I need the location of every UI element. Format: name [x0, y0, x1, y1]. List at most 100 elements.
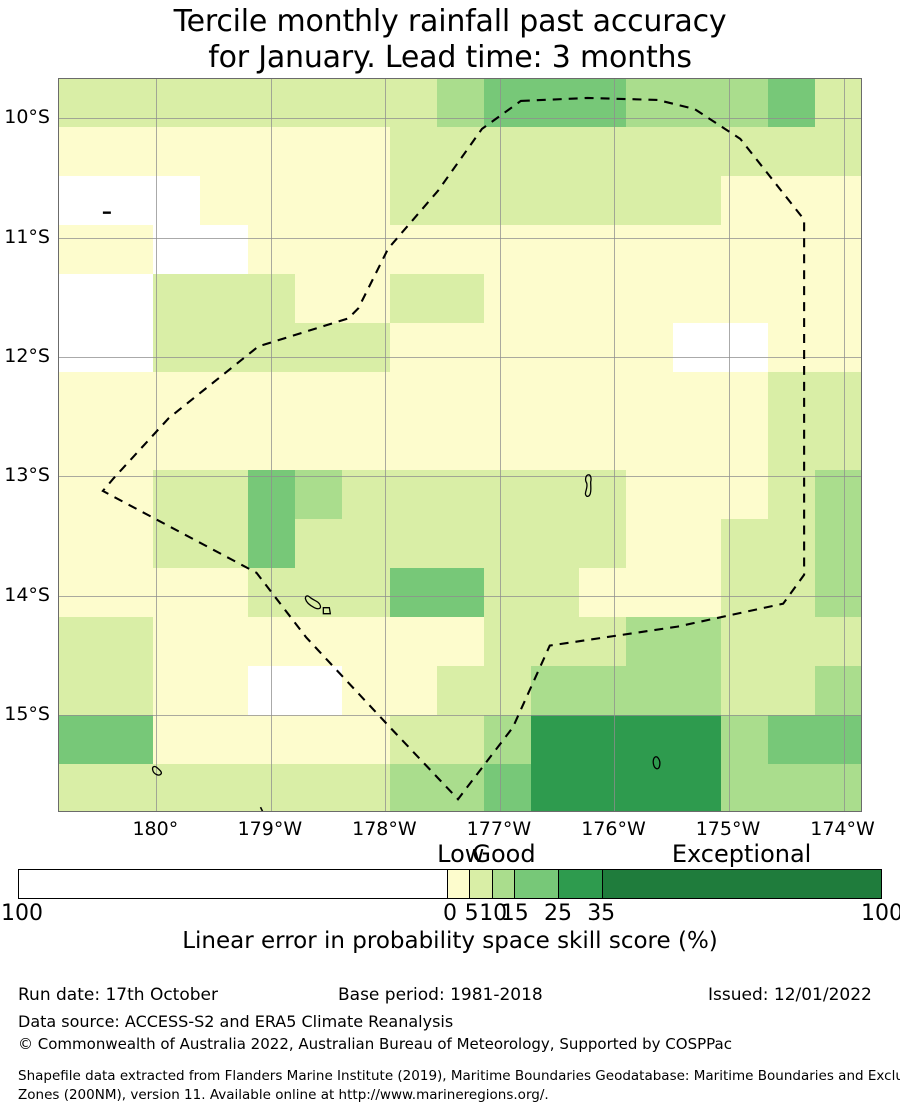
heatmap-cell: [531, 763, 580, 811]
heatmap-cell: [531, 714, 580, 765]
colorbar: [18, 869, 882, 899]
heatmap-cell: [578, 616, 628, 667]
heatmap-cell: [200, 421, 249, 471]
heatmap-cell: [200, 176, 249, 227]
heatmap-cell: [200, 714, 249, 765]
heatmap-cell: [294, 176, 344, 227]
shapefile-attribution-line-2: Zones (200NM), version 11. Available onl…: [18, 1087, 549, 1103]
heatmap-cell: [720, 372, 769, 423]
heatmap-cell: [578, 421, 628, 471]
heatmap-cell: [342, 225, 391, 276]
heatmap-cell: [105, 469, 155, 520]
heatmap-cell: [626, 79, 675, 129]
heatmap-cell: [389, 225, 438, 276]
heatmap-cell: [294, 225, 344, 276]
colorbar-category-exceptional: Exceptional: [671, 840, 812, 868]
heatmap-cell: [578, 469, 628, 520]
heatmap-cell: [247, 176, 296, 227]
heatmap-cell: [389, 616, 438, 667]
heatmap-cell: [200, 469, 249, 520]
heatmap-cell: [105, 616, 155, 667]
heatmap-cell: [294, 274, 344, 325]
heatmap-cell: [531, 323, 580, 374]
colorbar-tick-label: 25: [544, 901, 572, 926]
colorbar-category-low: Low: [437, 840, 485, 868]
heatmap-cell: [720, 225, 769, 276]
heatmap-cell: [342, 763, 391, 811]
heatmap-cell: [200, 567, 249, 618]
heatmap-cell: [436, 665, 486, 716]
heatmap-cell: [200, 323, 249, 374]
heatmap-cell: [105, 567, 155, 618]
heatmap-cell: [436, 567, 486, 618]
title-line-2: for January. Lead time: 3 months: [208, 40, 692, 75]
colorbar-category-labels: Low Good Exceptional: [0, 840, 900, 868]
x-axis-tick-label: 175°W: [695, 818, 761, 840]
heatmap-cell: [578, 79, 628, 129]
footer-row-meta: Run date: 17th October Base period: 1981…: [18, 985, 888, 1011]
heatmap-cell: [105, 518, 155, 569]
heatmap-cell: [294, 79, 344, 129]
heatmap-cell: [578, 714, 628, 765]
heatmap-cell: [626, 469, 675, 520]
heatmap-cell: [436, 518, 486, 569]
heatmap-cell: [200, 616, 249, 667]
heatmap-cell: [59, 323, 107, 374]
heatmap-cell: [720, 763, 769, 811]
heatmap-cell: [767, 176, 817, 227]
heatmap-cell: [105, 665, 155, 716]
heatmap-cell: [767, 763, 817, 811]
heatmap-cell: [294, 127, 344, 178]
shapefile-attribution-line-1: Shapefile data extracted from Flanders M…: [18, 1068, 900, 1084]
heatmap-cell: [294, 665, 344, 716]
x-axis-tick-label: 174°W: [810, 818, 875, 840]
colorbar-axis-label: Linear error in probability space skill …: [182, 928, 718, 954]
heatmap-cell: [247, 372, 296, 423]
heatmap-cell-layer: [59, 79, 861, 811]
heatmap-cell: [105, 127, 155, 178]
heatmap-cell: [436, 127, 486, 178]
heatmap-cell: [153, 421, 202, 471]
colorbar-tick-label: 35: [587, 901, 616, 926]
heatmap-cell: [59, 127, 107, 178]
heatmap-cell: [294, 763, 344, 811]
heatmap-cell: [389, 323, 438, 374]
heatmap-cell: [247, 469, 296, 520]
heatmap-cell: [200, 274, 249, 325]
heatmap-cell: [815, 372, 861, 423]
heatmap-cell: [247, 421, 296, 471]
heatmap-cell: [626, 616, 675, 667]
heatmap-cell: [531, 274, 580, 325]
heatmap-cell: [531, 176, 580, 227]
heatmap-cell: [767, 469, 817, 520]
heatmap-cell: [815, 225, 861, 276]
heatmap-cell: [815, 469, 861, 520]
base-period: Base period: 1981-2018: [338, 985, 543, 1005]
heatmap-cell: [578, 176, 628, 227]
heatmap-cell: [531, 372, 580, 423]
heatmap-cell: [436, 616, 486, 667]
heatmap-cell: [720, 518, 769, 569]
y-axis-tick-label: 15°S: [4, 703, 50, 726]
heatmap-cell: [105, 372, 155, 423]
heatmap-cell: [484, 469, 533, 520]
heatmap-cell: [531, 665, 580, 716]
heatmap-cell: [153, 665, 202, 716]
colorbar-tick-label: 5: [464, 901, 479, 926]
heatmap-cell: [200, 79, 249, 129]
heatmap-cell: [294, 323, 344, 374]
heatmap-cell: [815, 274, 861, 325]
heatmap-cell: [59, 665, 107, 716]
colorbar-category-good: Good: [472, 840, 536, 868]
heatmap-cell: [342, 714, 391, 765]
heatmap-cell: [578, 127, 628, 178]
heatmap-cell: [436, 421, 486, 471]
heatmap-cell: [294, 616, 344, 667]
heatmap-cell: [626, 274, 675, 325]
heatmap-cell: [720, 323, 769, 374]
heatmap-cell: [815, 127, 861, 178]
colorbar-segment: [601, 870, 881, 898]
heatmap-cell: [153, 567, 202, 618]
heatmap-cell: [436, 372, 486, 423]
heatmap-cell: [59, 372, 107, 423]
